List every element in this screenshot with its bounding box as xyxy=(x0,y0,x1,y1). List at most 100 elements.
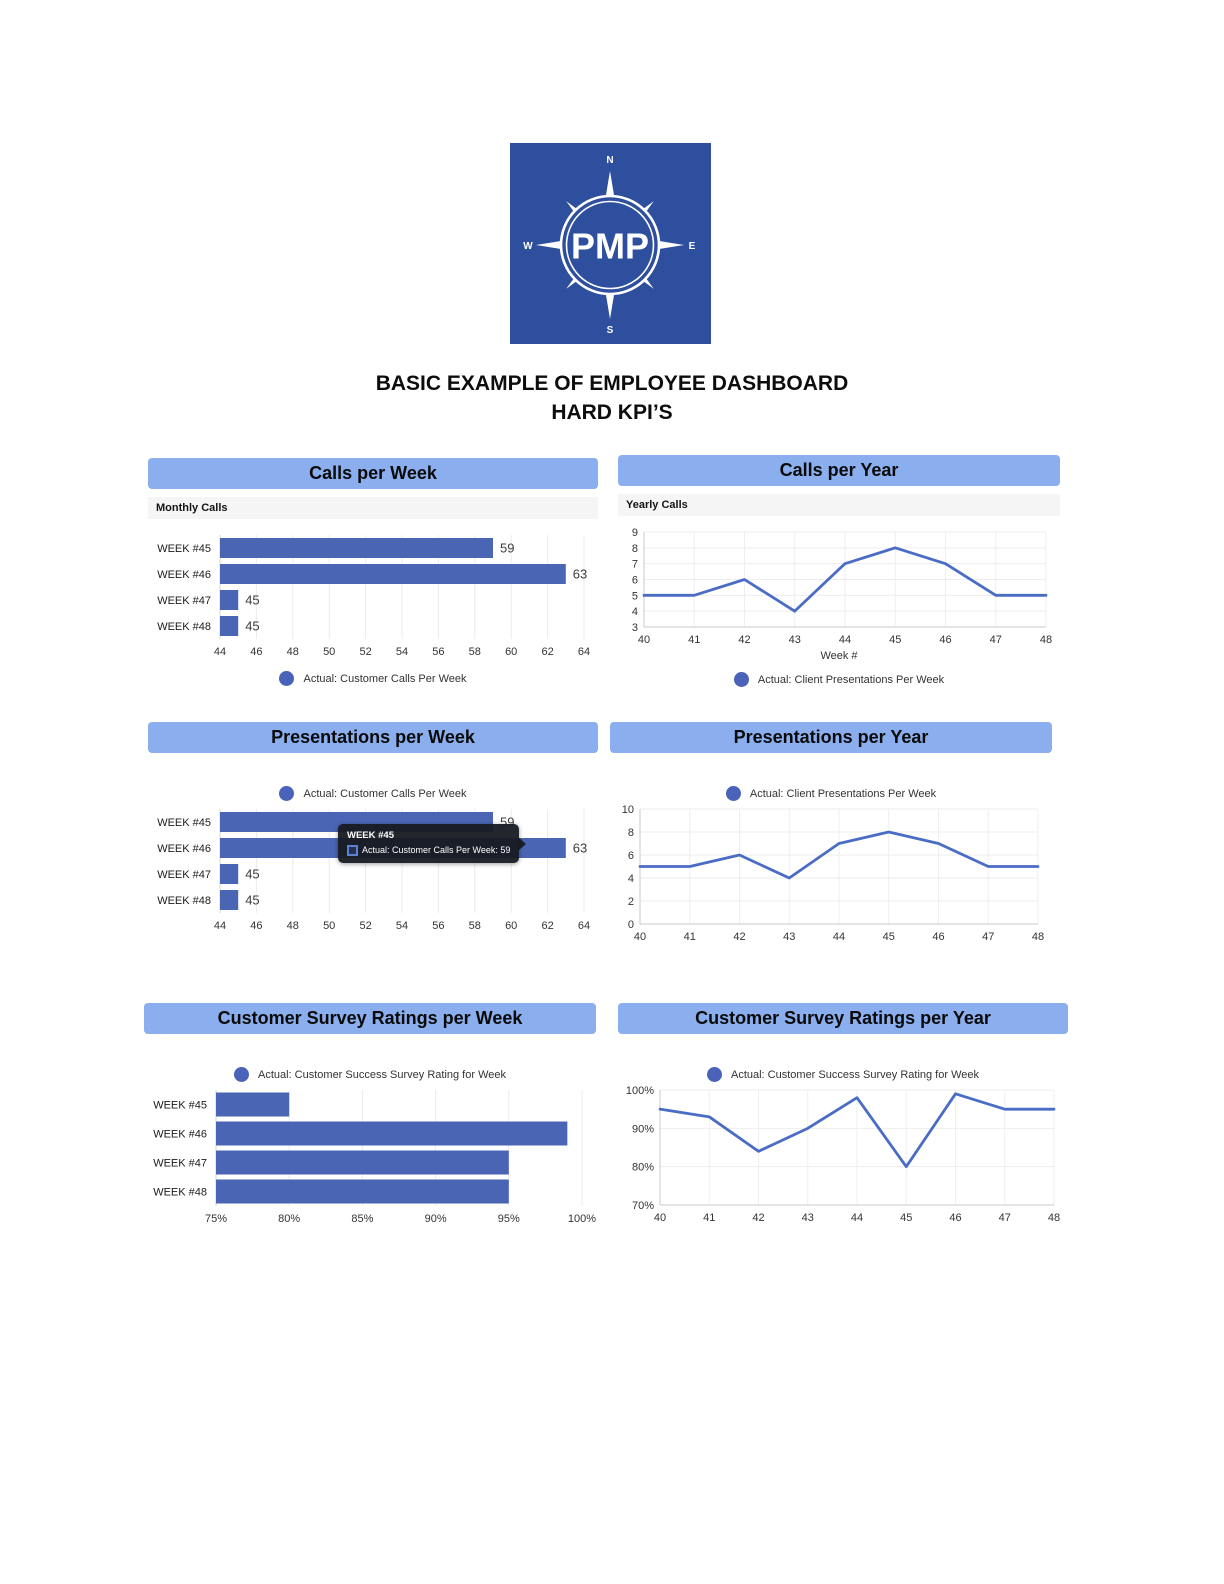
panel-title: Customer Survey Ratings per Week xyxy=(217,1008,523,1028)
data-line xyxy=(658,1092,1056,1169)
data-line xyxy=(642,546,1048,613)
svg-text:60: 60 xyxy=(505,920,517,932)
chart-presentations-per-week: Actual: Customer Calls Per Week 44 46 48 50 5… xyxy=(148,786,598,935)
bar-week-48[interactable] xyxy=(220,616,239,636)
chart-survey-ratings-per-week: Actual: Customer Success Survey Rating f… xyxy=(144,1067,596,1228)
panel-header-survey-ratings-per-year: Customer Survey Ratings per Year xyxy=(618,1003,1068,1034)
svg-text:WEEK #45: WEEK #45 xyxy=(157,543,211,555)
legend-dot-icon xyxy=(279,786,295,801)
svg-text:85%: 85% xyxy=(351,1213,373,1225)
svg-text:4: 4 xyxy=(632,606,638,618)
svg-text:41: 41 xyxy=(703,1212,715,1224)
tooltip-row: Actual: Customer Calls Per Week: 59 xyxy=(347,844,510,857)
svg-text:42: 42 xyxy=(752,1212,764,1224)
bar-week-47[interactable] xyxy=(220,864,239,884)
calls-per-week-svg[interactable]: 44 46 48 50 52 54 56 58 60 62 64 WEEK #45 59 WEEK #46… xyxy=(148,531,598,661)
svg-text:8: 8 xyxy=(632,543,638,555)
logo-east-label: E xyxy=(689,241,696,252)
svg-text:45: 45 xyxy=(245,619,259,634)
legend-dot-icon xyxy=(279,671,295,686)
bar-week-45[interactable] xyxy=(216,1092,290,1117)
svg-text:WEEK #48: WEEK #48 xyxy=(153,1187,207,1199)
panel-calls-per-year: Calls per Year Yearly Calls 40 41 42 43 44 45… xyxy=(618,455,1060,687)
bar-week-45[interactable] xyxy=(220,538,493,558)
compass-icon: PMP N S E W xyxy=(510,143,711,344)
svg-text:42: 42 xyxy=(733,931,745,943)
panel-calls-per-week: Calls per Week Monthly Calls 44 46 48 50 52 5… xyxy=(148,458,598,686)
svg-text:95%: 95% xyxy=(498,1213,520,1225)
subheader-label: Yearly Calls xyxy=(626,499,688,511)
title-line-1: BASIC EXAMPLE OF EMPLOYEE DASHBOARD xyxy=(375,372,849,395)
svg-text:WEEK #47: WEEK #47 xyxy=(157,595,211,607)
svg-text:54: 54 xyxy=(396,920,408,932)
svg-text:46: 46 xyxy=(949,1212,961,1224)
panel-header-calls-per-year: Calls per Year xyxy=(618,455,1060,486)
svg-text:WEEK #48: WEEK #48 xyxy=(157,621,211,633)
chart-calls-per-week: 44 46 48 50 52 54 56 58 60 62 64 WEEK #45 59 WEEK #46… xyxy=(148,531,598,686)
bar-week-46[interactable] xyxy=(220,564,566,584)
chart-calls-per-year: 40 41 42 43 44 45 46 47 48 3 4 5 6 7 8 9 Week # Actual: C… xyxy=(618,526,1060,687)
svg-text:60: 60 xyxy=(505,646,517,658)
legend: Actual: Customer Success Survey Rating f… xyxy=(618,1067,1068,1082)
legend-label: Actual: Client Presentations Per Week xyxy=(757,673,945,686)
chart-presentations-per-year: Actual: Client Presentations Per Week 40 4… xyxy=(610,786,1052,946)
svg-text:48: 48 xyxy=(1040,634,1052,646)
svg-text:46: 46 xyxy=(250,920,262,932)
bar-week-48[interactable] xyxy=(220,890,239,910)
svg-text:44: 44 xyxy=(839,634,851,646)
customer-survey-ratings-per-week-svg[interactable]: 75% 80% 85% 90% 95% 100% WEEK #45 WEEK #46 WEEK … xyxy=(144,1086,596,1228)
bar-week-47[interactable] xyxy=(216,1150,509,1175)
svg-text:62: 62 xyxy=(541,920,553,932)
legend-label: Actual: Customer Calls Per Week xyxy=(303,787,467,800)
legend: Actual: Client Presentations Per Week xyxy=(610,786,1052,801)
svg-text:100%: 100% xyxy=(626,1085,654,1097)
svg-text:40: 40 xyxy=(638,634,650,646)
svg-text:WEEK #46: WEEK #46 xyxy=(153,1129,207,1141)
svg-text:43: 43 xyxy=(789,634,801,646)
bar-week-48[interactable] xyxy=(216,1179,509,1204)
svg-text:75%: 75% xyxy=(205,1213,227,1225)
legend: Actual: Customer Calls Per Week xyxy=(148,786,598,801)
logo-label: PMP xyxy=(571,226,649,267)
subheader-label: Monthly Calls xyxy=(156,502,228,514)
svg-text:WEEK #47: WEEK #47 xyxy=(157,869,211,881)
svg-text:58: 58 xyxy=(469,646,481,658)
subheader-strip: Monthly Calls xyxy=(148,497,598,519)
panel-title: Presentations per Year xyxy=(733,727,929,747)
bar-week-46[interactable] xyxy=(216,1121,568,1146)
chart-tooltip: WEEK #45 Actual: Customer Calls Per Week:… xyxy=(338,824,527,863)
svg-text:WEEK #45: WEEK #45 xyxy=(157,817,211,829)
legend-dot-icon xyxy=(725,786,741,801)
panel-title: Calls per Year xyxy=(779,460,899,480)
svg-text:48: 48 xyxy=(1048,1212,1060,1224)
svg-text:4: 4 xyxy=(628,873,634,885)
svg-text:46: 46 xyxy=(939,634,951,646)
bar-week-47[interactable] xyxy=(220,590,239,610)
legend-dot-icon xyxy=(233,1067,249,1082)
legend: Actual: Customer Success Survey Rating f… xyxy=(144,1067,596,1082)
panel-header-presentations-per-week: Presentations per Week xyxy=(148,722,598,753)
customer-survey-ratings-per-year-svg[interactable]: 40 41 42 43 44 45 46 47 48 70% 80% 90% 100% xyxy=(618,1084,1068,1227)
svg-text:80%: 80% xyxy=(278,1213,300,1225)
panel-presentations-per-year: Presentations per Year Actual: Client Pr… xyxy=(610,722,1052,946)
tooltip-title: WEEK #45 xyxy=(347,830,394,841)
panel-title: Calls per Week xyxy=(309,463,437,483)
svg-text:3: 3 xyxy=(632,622,638,634)
svg-text:45: 45 xyxy=(245,893,259,908)
svg-text:70%: 70% xyxy=(632,1200,654,1212)
svg-text:44: 44 xyxy=(833,931,845,943)
svg-text:9: 9 xyxy=(632,527,638,539)
panel-survey-ratings-per-year: Customer Survey Ratings per Year Actual:… xyxy=(618,1003,1068,1227)
svg-text:42: 42 xyxy=(738,634,750,646)
svg-text:47: 47 xyxy=(999,1212,1011,1224)
panel-header-presentations-per-year: Presentations per Year xyxy=(610,722,1052,753)
svg-text:WEEK #46: WEEK #46 xyxy=(157,843,211,855)
svg-text:45: 45 xyxy=(245,593,259,608)
svg-text:46: 46 xyxy=(250,646,262,658)
svg-text:64: 64 xyxy=(578,646,590,658)
svg-text:41: 41 xyxy=(684,931,696,943)
svg-text:40: 40 xyxy=(654,1212,666,1224)
